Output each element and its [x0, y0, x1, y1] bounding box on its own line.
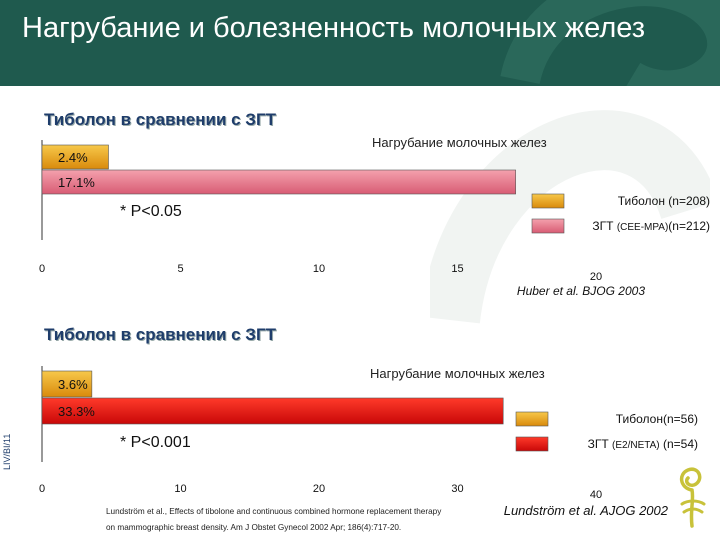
bar-hrt	[41, 397, 504, 425]
legend-label-tibolone: Тиболон(n=56)	[616, 412, 698, 426]
x-tick-label: 10	[313, 263, 325, 275]
vertical-slide-code: LIV/BI/11	[2, 433, 12, 470]
x-tick-label: 20	[313, 483, 325, 495]
x-tick-label: 15	[451, 263, 463, 275]
bar-data-label: 2.4%	[58, 150, 88, 165]
chart-title: Тиболон в сравнении с ЗГТ	[44, 325, 277, 344]
chart-title: Тиболон в сравнении с ЗГТ	[44, 110, 277, 129]
legend-swatch-tibolone	[531, 193, 565, 209]
organon-logo-icon	[679, 467, 706, 528]
x-tick-label: 20	[590, 271, 602, 283]
chart-1-tibolone-vs-hrt: Тиболон в сравнении с ЗГТ Нагрубание моло…	[39, 110, 710, 298]
significance-label: * P<0.001	[120, 434, 191, 451]
bar-data-label: 3.6%	[58, 377, 88, 392]
header-swirl-decoration	[500, 0, 720, 86]
citation-label: Huber et al. BJOG 2003	[517, 284, 645, 298]
x-tick-label: 5	[177, 263, 183, 275]
x-tick-label: 10	[174, 483, 186, 495]
chart-subtitle: Нагрубание молочных желез	[372, 135, 547, 150]
bar-hrt	[41, 169, 516, 195]
chart-2-tibolone-vs-hrt: Тиболон в сравнении с ЗГТ Нагрубание моло…	[39, 325, 698, 518]
reference-line-2: on mammographic breast density. Am J Obs…	[106, 523, 402, 532]
bar-tibolone	[41, 370, 93, 398]
bar-tibolone	[41, 144, 109, 170]
legend-label-tibolone: Тиболон (n=208)	[618, 194, 710, 208]
bar-data-label: 33.3%	[58, 404, 95, 419]
legend-swatch-hrt	[515, 436, 549, 452]
citation-label: Lundström et al. AJOG 2002	[504, 503, 669, 518]
slide-header: Нагрубание и болезненность молочных желе…	[0, 0, 720, 86]
slide-title: Нагрубание и болезненность молочных желе…	[22, 12, 646, 44]
x-tick-label: 40	[590, 489, 602, 501]
legend-swatch-hrt	[531, 218, 565, 234]
legend-label-hrt: ЗГТ (CEE-MPA)(n=212)	[592, 219, 710, 233]
background-swirl-watermark	[430, 110, 710, 325]
reference-line-1: Lundström et al., Effects of tibolone an…	[106, 507, 442, 516]
x-tick-label: 0	[39, 263, 45, 275]
chart-subtitle: Нагрубание молочных желез	[370, 366, 545, 381]
legend-swatch-tibolone	[515, 411, 549, 427]
x-tick-label: 30	[451, 483, 463, 495]
significance-label: * P<0.05	[120, 203, 182, 220]
legend-label-hrt: ЗГТ (E2/NETA) (n=54)	[588, 437, 698, 451]
bar-data-label: 17.1%	[58, 175, 95, 190]
x-tick-label: 0	[39, 483, 45, 495]
